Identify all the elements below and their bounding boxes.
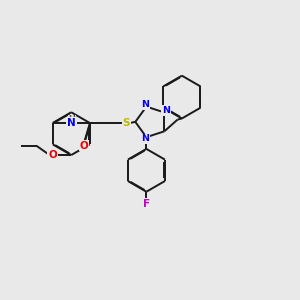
Text: H: H: [68, 115, 75, 124]
Text: N: N: [141, 100, 149, 109]
Text: O: O: [80, 141, 88, 151]
Text: N: N: [67, 118, 76, 128]
Text: S: S: [122, 118, 130, 128]
Text: F: F: [143, 199, 150, 209]
Text: N: N: [141, 134, 149, 143]
Text: O: O: [48, 150, 57, 160]
Text: N: N: [162, 106, 170, 115]
